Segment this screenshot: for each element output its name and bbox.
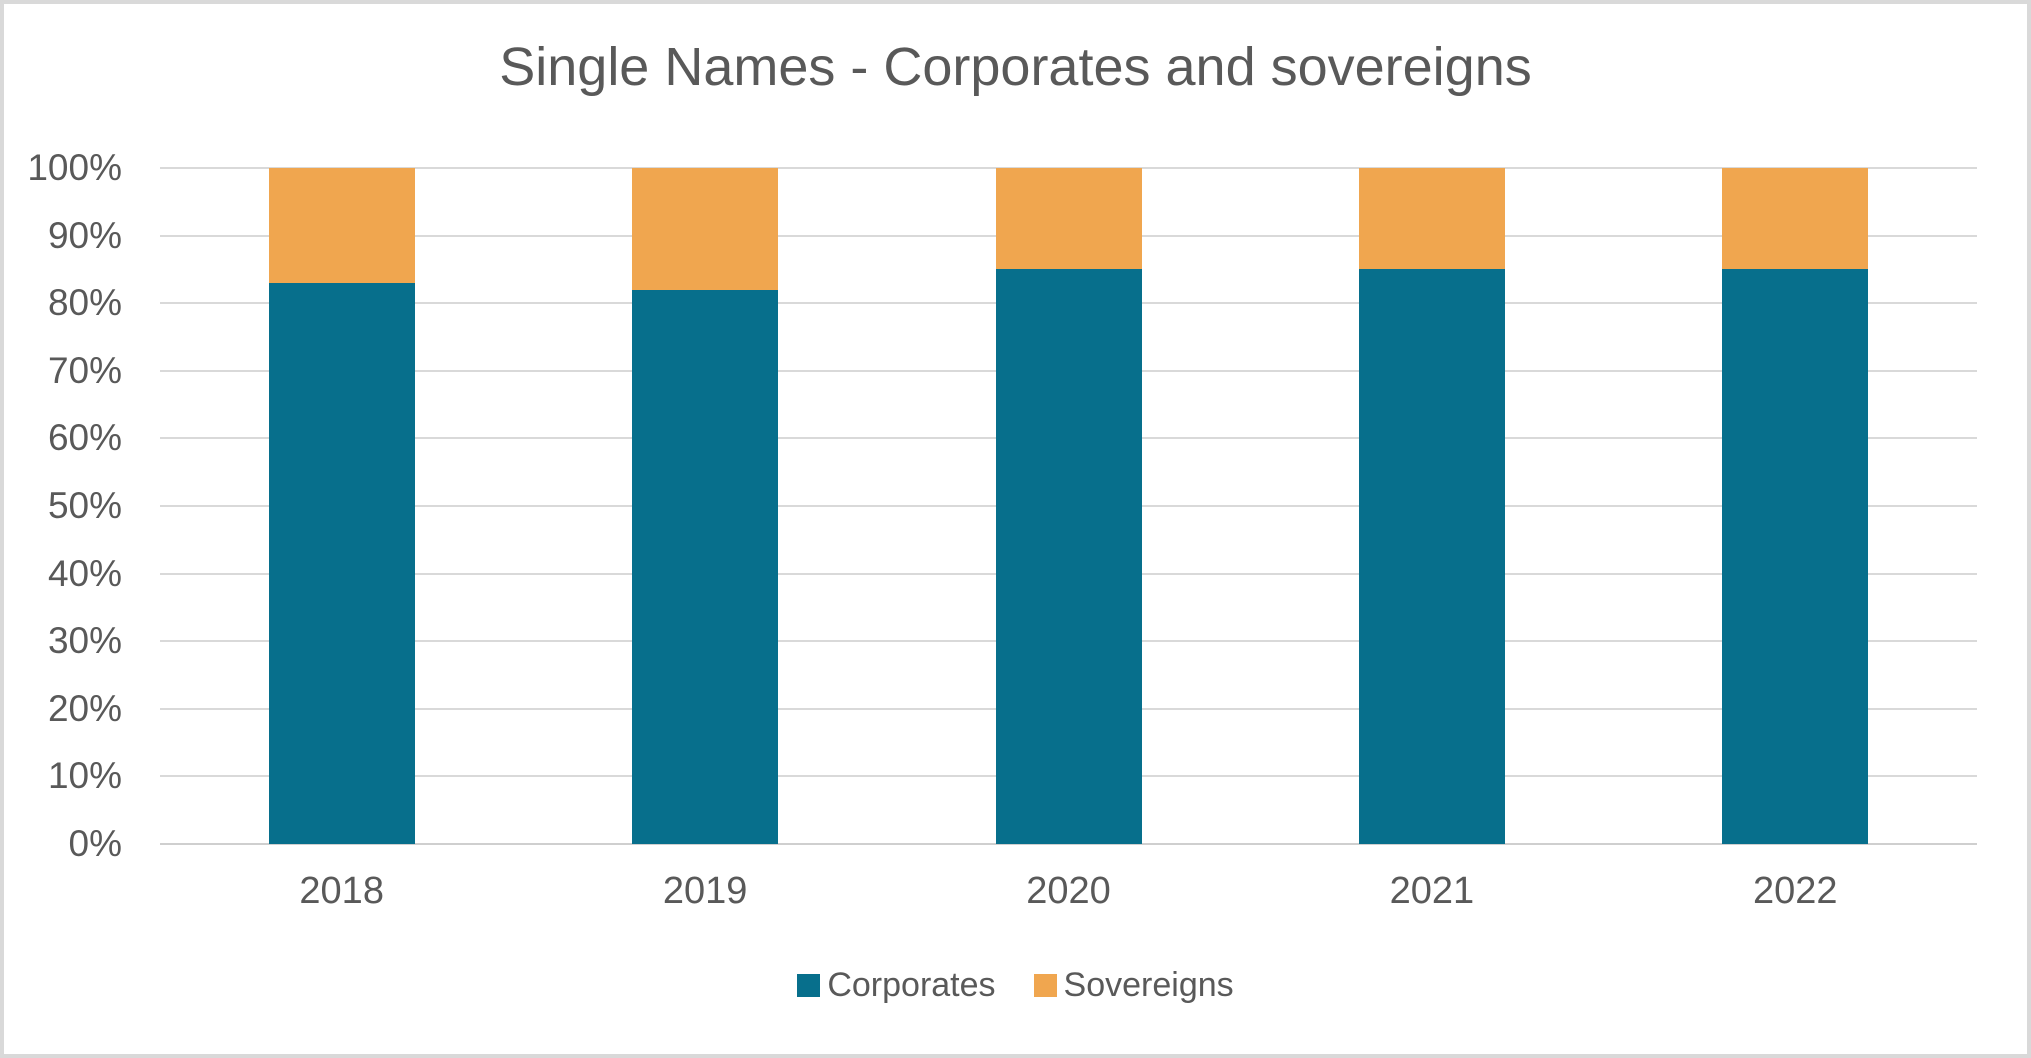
y-tick-label-90%: 90% xyxy=(47,214,122,256)
legend-item-sovereigns: Sovereigns xyxy=(1033,966,1234,1004)
y-tick-label-20%: 20% xyxy=(47,687,122,729)
x-tick-label-2019: 2019 xyxy=(662,870,748,912)
bar-2019 xyxy=(632,168,779,844)
bar-2020 xyxy=(995,168,1142,844)
y-tick-label-30%: 30% xyxy=(47,619,122,661)
legend: Corporates Sovereigns xyxy=(4,968,2027,1002)
bar-segment-sovereigns-2022 xyxy=(1722,168,1869,270)
bar-segment-corporates-2019 xyxy=(632,289,779,844)
y-tick-label-50%: 50% xyxy=(47,484,122,526)
bar-segment-corporates-2020 xyxy=(995,269,1142,844)
legend-item-corporates: Corporates xyxy=(797,966,996,1004)
bar-segment-sovereigns-2020 xyxy=(995,168,1142,270)
bar-segment-corporates-2021 xyxy=(1358,269,1505,844)
x-tick-label-2021: 2021 xyxy=(1389,870,1475,912)
legend-swatch-sovereigns xyxy=(1033,973,1057,997)
chart-title: Single Names - Corporates and sovereigns xyxy=(499,37,1532,97)
bar-segment-corporates-2022 xyxy=(1722,269,1869,844)
bar-2022 xyxy=(1722,168,1869,844)
x-axis-line xyxy=(160,843,1977,845)
y-tick-label-70%: 70% xyxy=(47,349,122,391)
bar-2021 xyxy=(1358,168,1505,844)
x-tick-label-2020: 2020 xyxy=(1026,870,1111,912)
x-tick-label-2018: 2018 xyxy=(299,870,384,912)
y-tick-label-0%: 0% xyxy=(68,822,122,864)
y-tick-label-10%: 10% xyxy=(47,755,122,797)
y-tick-label-100%: 100% xyxy=(27,146,122,188)
legend-label-corporates: Corporates xyxy=(827,966,996,1004)
bar-segment-corporates-2018 xyxy=(268,282,415,844)
legend-label-sovereigns: Sovereigns xyxy=(1063,966,1234,1004)
bar-segment-sovereigns-2021 xyxy=(1358,168,1505,270)
y-tick-label-40%: 40% xyxy=(47,552,122,594)
bar-segment-sovereigns-2018 xyxy=(268,168,415,283)
y-tick-label-80%: 80% xyxy=(47,281,122,323)
x-tick-label-2022: 2022 xyxy=(1753,870,1838,912)
bar-2018 xyxy=(268,168,415,844)
gridline-100% xyxy=(160,167,1977,169)
legend-swatch-corporates xyxy=(797,973,821,997)
y-tick-label-60%: 60% xyxy=(47,417,122,459)
bar-segment-sovereigns-2019 xyxy=(632,168,779,290)
plot-area xyxy=(160,167,1977,845)
